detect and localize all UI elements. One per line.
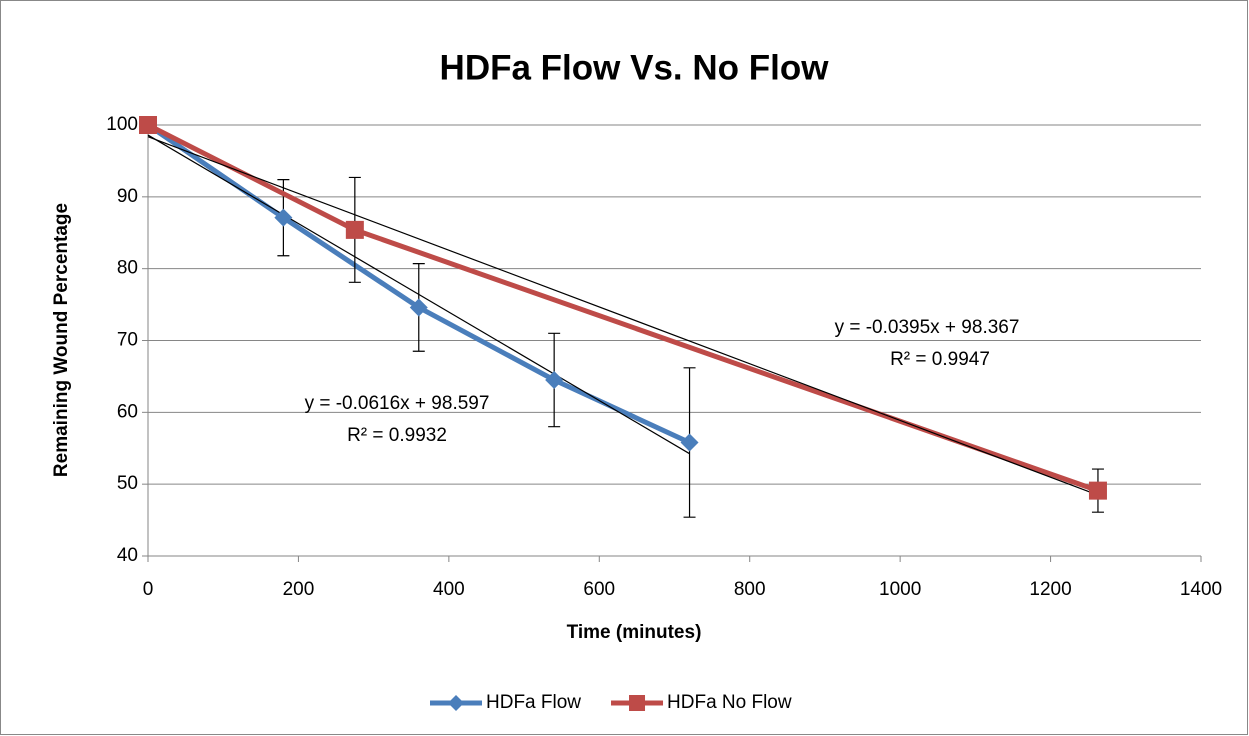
chart-title: HDFa Flow Vs. No Flow (440, 48, 830, 87)
data-point (345, 220, 364, 239)
y-tick-label: 70 (117, 330, 138, 351)
x-tick-label: 1200 (1029, 579, 1071, 600)
y-tick-label: 80 (117, 258, 138, 279)
legend-label: HDFa Flow (486, 692, 581, 713)
x-tick-label: 1000 (879, 579, 921, 600)
y-axis-label: Remaining Wound Percentage (51, 203, 72, 477)
data-point (274, 208, 293, 227)
x-tick-label: 0 (143, 579, 154, 600)
trendline-r2: R² = 0.9932 (347, 425, 447, 446)
y-tick-label: 60 (117, 401, 138, 422)
x-axis-label: Time (minutes) (567, 622, 702, 643)
x-tick-label: 600 (583, 579, 615, 600)
x-tick-label: 1400 (1180, 579, 1222, 600)
trendline-equation: y = -0.0616x + 98.597 (305, 393, 490, 414)
x-tick-label: 800 (734, 579, 766, 600)
data-point (409, 298, 428, 317)
trendline-equation: y = -0.0395x + 98.367 (835, 317, 1020, 338)
legend-marker (629, 695, 646, 711)
x-tick-label: 400 (433, 579, 465, 600)
y-tick-label: 50 (117, 473, 138, 494)
trendline-r2: R² = 0.9947 (890, 349, 990, 370)
data-point (1088, 481, 1107, 500)
y-tick-label: 90 (117, 186, 138, 207)
legend-marker (448, 695, 464, 711)
x-tick-label: 200 (283, 579, 315, 600)
y-tick-label: 40 (117, 545, 138, 566)
data-point (680, 433, 699, 452)
legend-label: HDFa No Flow (667, 692, 792, 713)
trendline (147, 136, 1099, 496)
data-point (139, 116, 157, 134)
data-point (545, 371, 564, 390)
y-tick-label: 100 (106, 114, 138, 135)
